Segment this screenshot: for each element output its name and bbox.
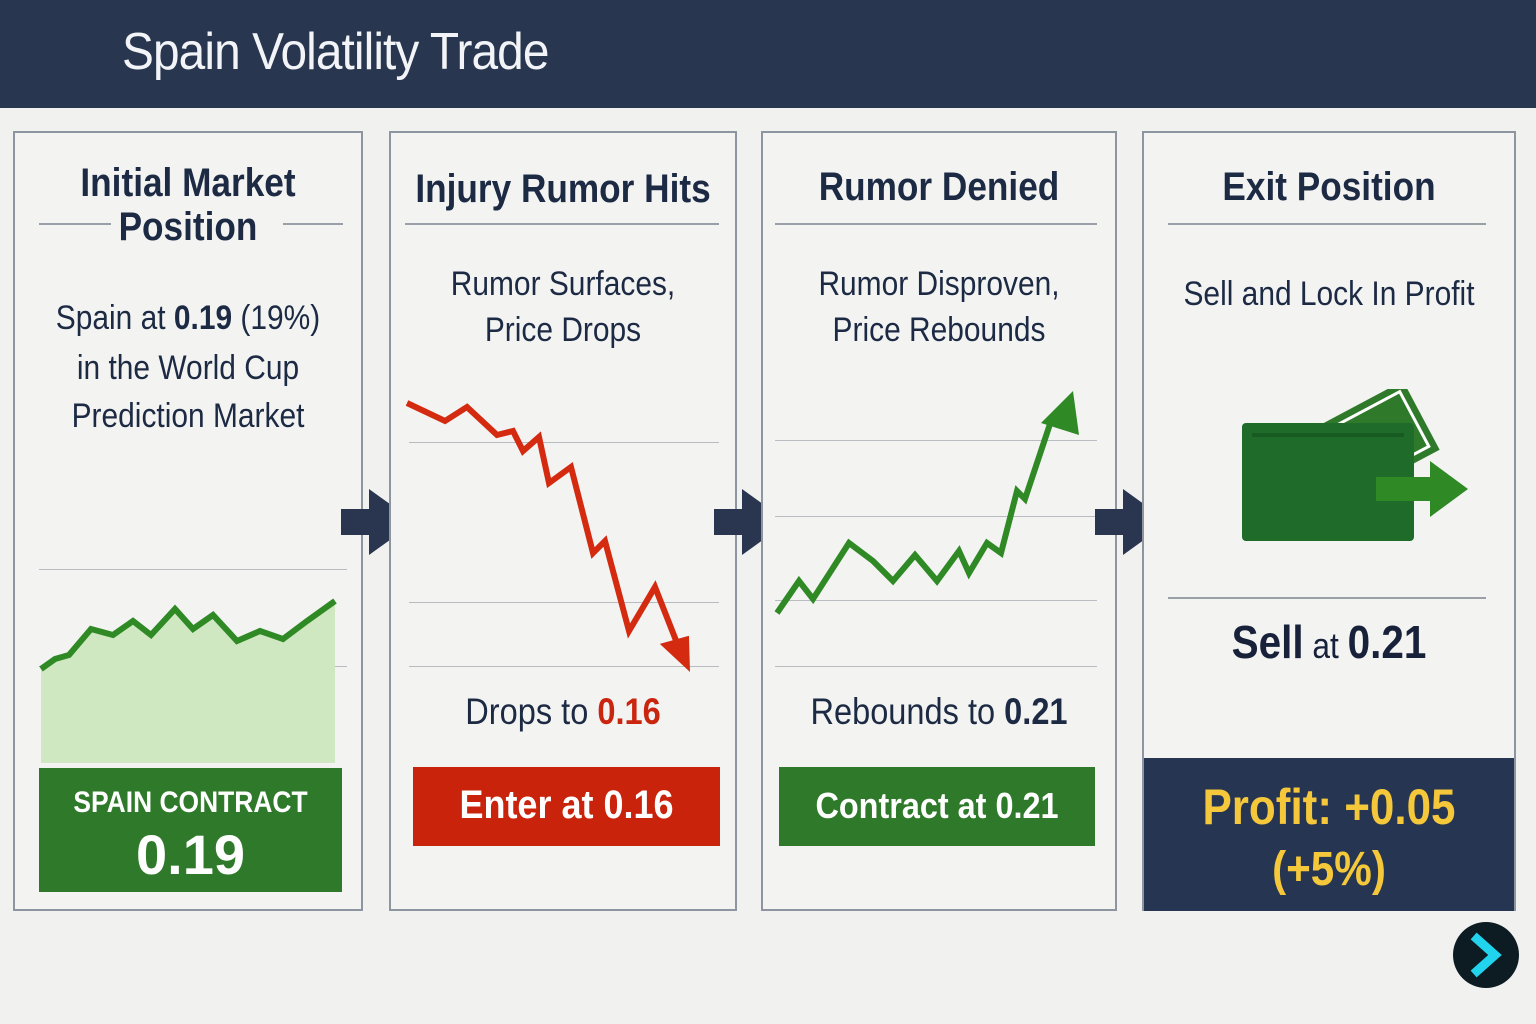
uptrend-area-chart [39, 598, 337, 763]
divider [1168, 597, 1486, 599]
panel-rumor-denied: Rumor Denied Rumor Disproven, Price Rebo… [761, 131, 1117, 911]
price-drop-chart [405, 400, 691, 672]
title-rule [1168, 223, 1486, 225]
header-bar: Spain Volatility Trade [0, 0, 1536, 108]
next-button[interactable] [1453, 922, 1519, 988]
grid-line [775, 600, 1097, 601]
panel-desc-line1: Rumor Surfaces, [450, 265, 676, 303]
title-rule-left [39, 223, 111, 225]
right-arrow-icon [714, 489, 788, 555]
enter-label: Enter at 0.16 [459, 783, 674, 827]
panel-desc-line1: Rumor Disproven, [818, 265, 1060, 303]
title-rule [405, 223, 719, 225]
drop-note: Drops to 0.16 [465, 691, 661, 732]
panel-desc-line1: Spain at 0.19 (19%) [55, 299, 321, 337]
panel-title-line2: Position [118, 205, 258, 249]
rebound-note: Rebounds to 0.21 [810, 691, 1068, 732]
panel-exit-position: Exit Position Sell and Lock In Profit $ … [1142, 131, 1516, 911]
panel-desc: Sell and Lock In Profit [1183, 275, 1475, 313]
contract-label: SPAIN CONTRACT [73, 786, 308, 819]
title-rule-right [283, 223, 343, 225]
contract-value: 0.19 [136, 823, 245, 886]
profit-value: Profit: +0.05 [1202, 779, 1456, 835]
spain-contract-box: SPAIN CONTRACT 0.19 [39, 768, 342, 892]
panel-title: Injury Rumor Hits [415, 167, 711, 211]
sell-note: Sell at 0.21 [1231, 616, 1427, 668]
contract-price-box: Contract at 0.21 [779, 767, 1095, 846]
panel-title-line1: Initial Market [80, 161, 296, 205]
grid-line [409, 602, 719, 603]
cash-wallet-icon: $ [1242, 389, 1468, 541]
panel-injury-rumor: Injury Rumor Hits Rumor Surfaces, Price … [389, 131, 737, 911]
right-arrow-icon [1095, 489, 1169, 555]
panel-desc-line2: Price Rebounds [832, 311, 1046, 349]
panel-desc-line2: Price Drops [484, 311, 642, 349]
profit-box: Profit: +0.05 (+5%) [1144, 758, 1514, 911]
panel-initial-position: Initial Market Position Spain at 0.19 (1… [13, 131, 363, 911]
grid-line [775, 516, 1097, 517]
page-title: Spain Volatility Trade [122, 23, 549, 81]
title-rule [775, 223, 1097, 225]
right-arrow-icon [341, 489, 415, 555]
chevron-right-icon [1470, 932, 1502, 978]
profit-percent: (+5%) [1272, 843, 1386, 896]
panel-desc-line2: in the World Cup [76, 349, 300, 387]
grid-line [409, 442, 719, 443]
enter-position-box: Enter at 0.16 [413, 767, 720, 846]
grid-line [409, 666, 719, 667]
panel-desc-line3: Prediction Market [71, 397, 305, 435]
contract-label: Contract at 0.21 [815, 785, 1059, 826]
price-rebound-chart [774, 391, 1079, 615]
grid-line [775, 666, 1097, 667]
grid-line [39, 569, 347, 570]
panel-title: Exit Position [1222, 165, 1436, 209]
grid-line [775, 440, 1097, 441]
panel-title: Rumor Denied [818, 165, 1060, 209]
